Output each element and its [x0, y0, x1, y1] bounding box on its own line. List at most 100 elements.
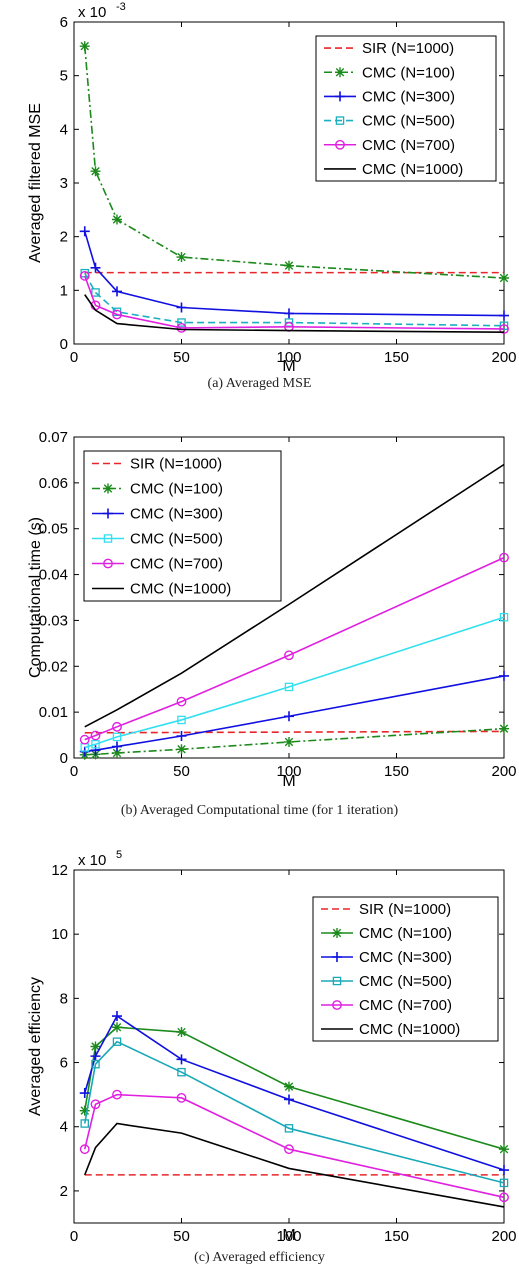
series-6	[84, 1122, 505, 1208]
series-5	[79, 270, 509, 334]
data-point	[176, 1027, 187, 1038]
axis-exponent-power: -3	[116, 1, 126, 13]
y-tick-label: 0.06	[39, 475, 68, 492]
data-point	[176, 730, 187, 741]
data-point	[284, 1144, 294, 1155]
data-point	[499, 1192, 509, 1203]
x-tick-label: 150	[384, 1228, 409, 1245]
x-tick-label: 0	[70, 349, 78, 366]
legend-marker	[332, 976, 342, 986]
x-axis-label: M	[282, 773, 295, 790]
y-axis-label: Averaged filtered MSE	[27, 103, 44, 263]
y-tick-label: 0.02	[39, 658, 68, 675]
series-line	[84, 727, 505, 756]
legend-marker	[332, 952, 342, 962]
legend-marker	[335, 91, 345, 102]
y-tick-label: 0.05	[39, 521, 68, 538]
data-point	[112, 214, 122, 225]
data-point	[177, 1067, 186, 1077]
data-point	[112, 1022, 122, 1033]
legend-marker	[335, 139, 345, 150]
data-point	[499, 723, 509, 734]
legend-entry: CMC (N=100)	[359, 925, 452, 942]
legend: SIR (N=1000) CMC (N=100) CMC (N=300) CMC (N…	[83, 450, 282, 602]
y-tick-label: 4	[60, 121, 68, 138]
x-tick-label: 100	[276, 763, 301, 780]
legend-box	[312, 896, 499, 1042]
y-tick-label: 3	[60, 175, 68, 192]
series-line	[83, 1026, 505, 1150]
data-point	[499, 552, 509, 563]
legend-entry: SIR (N=1000)	[362, 40, 454, 57]
series-6	[84, 294, 505, 333]
y-tick-label: 0	[60, 336, 68, 353]
legend-box	[83, 450, 282, 602]
series-1	[84, 730, 505, 734]
mse-chart: 0 50 100 150 200 0 1 2 3 4 5 6 x 10 -3 M Averaged filte…	[27, 1, 517, 375]
data-point	[112, 721, 122, 732]
data-point	[90, 730, 101, 741]
data-point	[176, 322, 187, 333]
data-point	[176, 744, 187, 755]
data-point	[284, 650, 294, 661]
data-point	[90, 262, 101, 273]
legend-entry: CMC (N=500)	[130, 531, 223, 548]
series-line	[84, 556, 505, 741]
data-point	[284, 1081, 294, 1092]
data-point	[90, 166, 101, 177]
data-point	[91, 288, 100, 297]
data-point	[499, 272, 509, 283]
series-line	[83, 1040, 505, 1184]
y-tick-label: 6	[60, 1055, 68, 1072]
legend-marker	[103, 483, 113, 494]
legend-marker	[103, 558, 113, 569]
data-point	[90, 1051, 101, 1062]
x-tick-label: 50	[173, 349, 190, 366]
computational-time-chart: 0 50 100 150 200 0 0.01 0.02 0.03 0.04 0.05 0.06 0.0…	[27, 429, 517, 790]
data-point	[90, 1099, 101, 1110]
series-line	[83, 275, 505, 330]
x-tick-label: 200	[491, 349, 516, 366]
x-tick-label: 150	[384, 349, 409, 366]
data-point	[112, 741, 122, 752]
chart-panel-a: 0 50 100 150 200 0 1 2 3 4 5 6 x 10 -3 M Averaged filte…	[0, 0, 519, 410]
data-point	[176, 302, 187, 313]
x-tick-label: 200	[491, 1228, 516, 1245]
data-point	[177, 318, 186, 327]
y-tick-label: 0.07	[39, 429, 68, 446]
data-point	[284, 1124, 294, 1133]
data-point	[499, 1144, 509, 1155]
y-tick-label: 0.04	[39, 567, 68, 584]
data-point	[499, 670, 509, 681]
data-point	[176, 1054, 187, 1065]
series-line	[83, 46, 505, 279]
legend-entry: CMC (N=700)	[359, 997, 452, 1014]
y-axis-label: Averaged efficiency	[27, 977, 44, 1116]
legend-entry: CMC (N=100)	[362, 64, 455, 81]
legend-marker	[335, 116, 345, 125]
data-point	[80, 1119, 90, 1128]
efficiency-chart: 0 50 100 150 200 2 4 6 8 10 12 x 10 5 M Averaged effic…	[27, 849, 517, 1245]
y-tick-label: 2	[60, 229, 68, 246]
y-tick-label: 4	[60, 1119, 68, 1136]
y-tick-label: 0.01	[39, 704, 68, 721]
chart-caption-b: (b) Averaged Computational time (for 1 i…	[120, 803, 399, 818]
legend-entry: CMC (N=300)	[362, 88, 455, 105]
legend-marker	[103, 508, 113, 519]
y-axis-label: Computational time (s)	[27, 517, 44, 678]
series-4	[80, 612, 509, 752]
data-point	[284, 682, 294, 692]
data-point	[112, 1011, 122, 1022]
legend-entry: CMC (N=700)	[130, 556, 223, 573]
data-point	[79, 734, 90, 745]
legend: SIR (N=1000) CMC (N=100) CMC (N=300) CMC (N…	[315, 35, 497, 182]
data-point	[79, 1105, 90, 1116]
series-line	[84, 1122, 505, 1208]
series-line	[84, 294, 505, 333]
y-tick-label: 1	[60, 282, 68, 299]
data-point	[79, 226, 90, 237]
series-4	[80, 1037, 509, 1188]
series-5	[79, 552, 509, 745]
y-tick-label: 5	[60, 68, 68, 85]
data-point	[79, 1088, 90, 1099]
